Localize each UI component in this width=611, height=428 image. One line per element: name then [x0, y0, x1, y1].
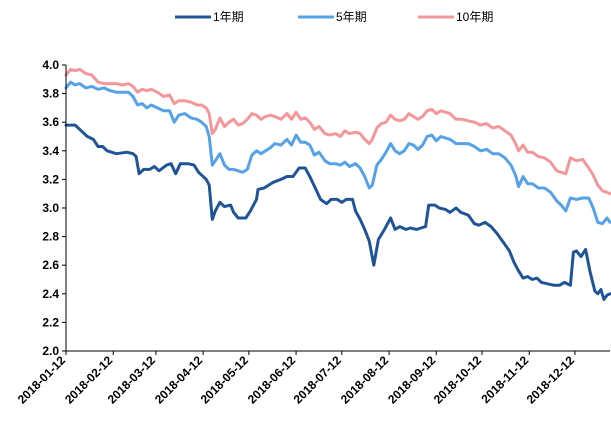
y-tick-label: 3.4 — [42, 144, 59, 158]
legend: 1年期 5年期 10年期 — [175, 10, 493, 24]
series-line-1 — [64, 123, 611, 301]
x-tick-label: 2018-12-12 — [524, 353, 578, 407]
axes: 2.0 2.2 2.4 2.6 2.8 3.0 3.2 3.4 3.6 3.8 4.0 2018-01… — [15, 58, 610, 407]
x-tick-label: 2018-04-12 — [152, 353, 206, 407]
x-tick-label: 2018-08-12 — [338, 353, 392, 407]
legend-label-1: 1年期 — [213, 10, 244, 24]
y-tick-label: 2.6 — [42, 258, 59, 272]
y-tick-label: 2.2 — [42, 315, 59, 329]
y-tick-label: 3.6 — [42, 115, 59, 129]
y-tick-label: 2.8 — [42, 230, 59, 244]
x-tick-label: 2018-01-12 — [15, 353, 69, 407]
y-tick-label: 4.0 — [42, 58, 59, 72]
x-tick-label: 2018-07-12 — [291, 353, 345, 407]
y-tick-label: 3.2 — [42, 172, 59, 186]
y-tick-label: 2.0 — [42, 344, 59, 358]
series-layer — [64, 67, 611, 301]
y-tick-label: 3.0 — [42, 201, 59, 215]
x-tick-label: 2018-05-12 — [198, 353, 252, 407]
x-tick-label: 2018-11-12 — [479, 353, 532, 406]
x-tick-label: 2018-10-12 — [431, 353, 485, 407]
series-line-2 — [64, 80, 611, 226]
x-tick-label: 2018-06-12 — [245, 353, 299, 407]
series-line-3 — [64, 67, 611, 196]
y-tick-label: 2.4 — [42, 287, 59, 301]
legend-label-3: 10年期 — [456, 10, 493, 24]
y-tick-label: 3.8 — [42, 87, 59, 101]
legend-label-2: 5年期 — [336, 10, 367, 24]
x-tick-label: 2018-09-12 — [385, 353, 439, 407]
